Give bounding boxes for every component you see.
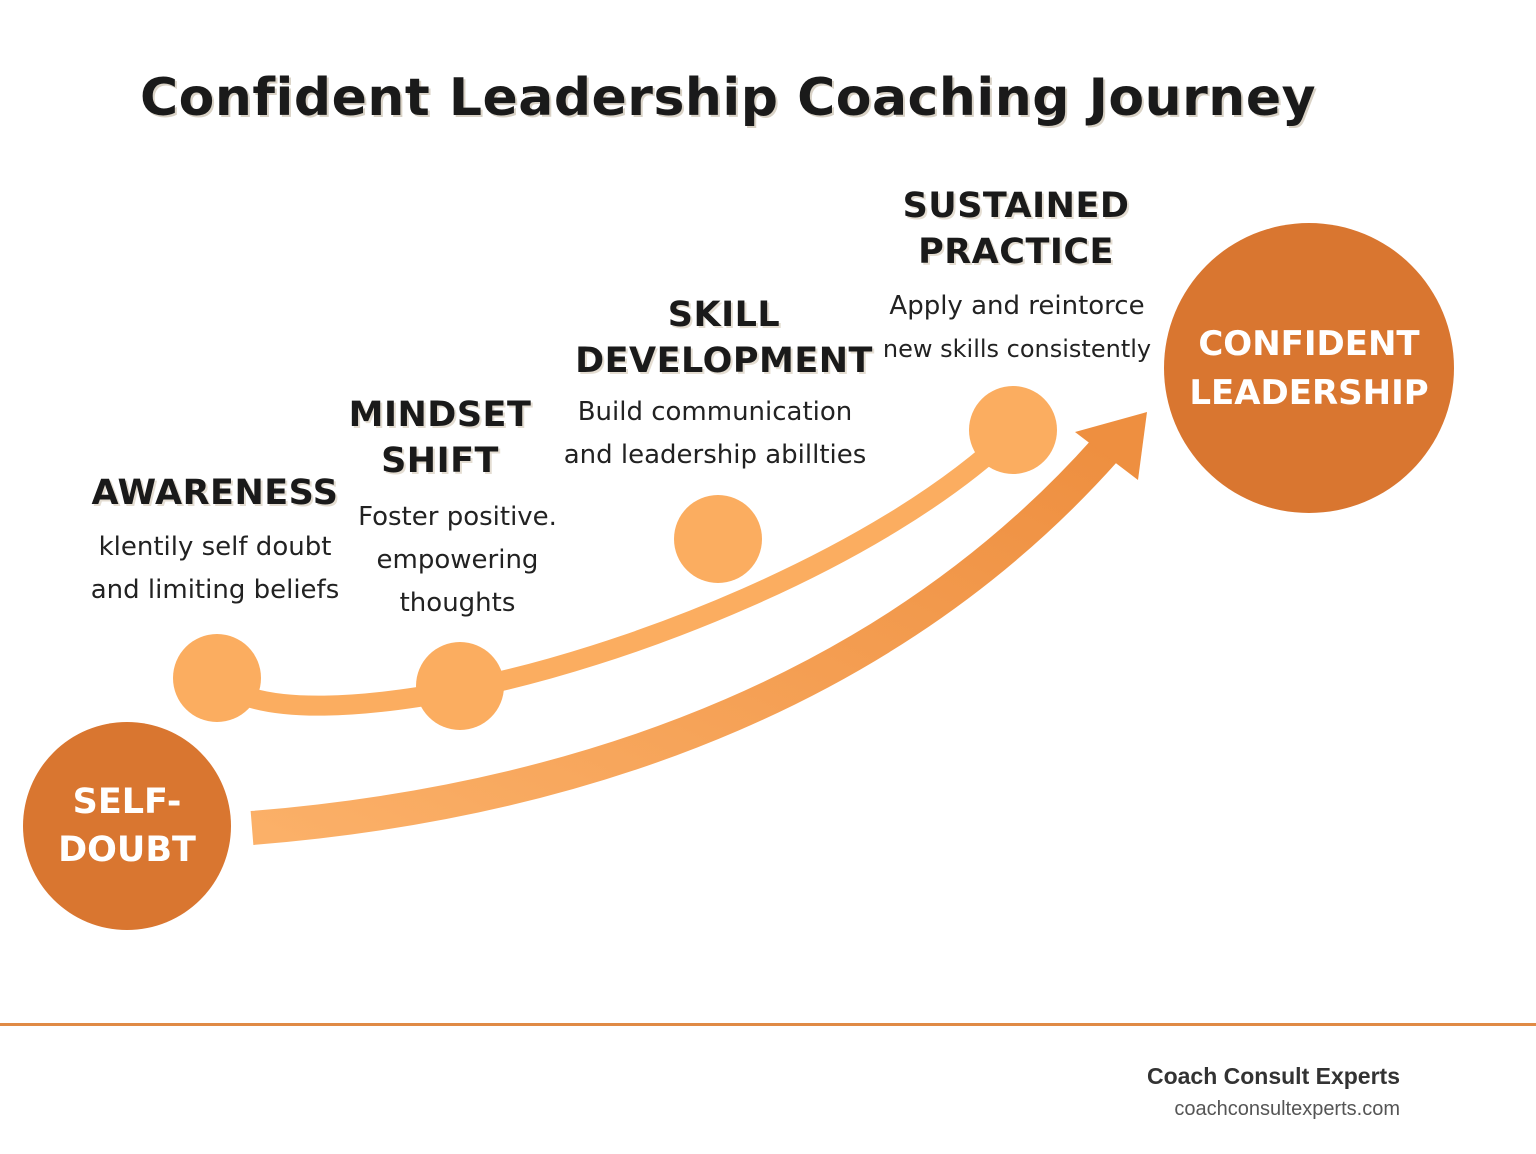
awareness-desc-line2: and limiting beliefs [90,575,340,605]
skill-development-title-line1: SKILL [667,295,781,335]
sustained-practice-title-line1: SUSTAINED [902,186,1130,226]
sustained-practice-node [969,386,1057,474]
confident-leadership-line2: LEADERSHIP [1189,373,1429,413]
sustained-practice-desc: Apply and reintorce new skills consisten… [866,285,1168,371]
sustained-practice-title-line2: PRACTICE [918,232,1114,272]
confident-leadership-text: CONFIDENT LEADERSHIP [1169,320,1449,418]
self-doubt-line2: DOUBT [58,830,196,870]
skill-development-node [674,495,762,583]
mindset-shift-desc-line3: thoughts [399,588,516,618]
main-arrow-head [1075,412,1147,480]
sustained-practice-desc-line2: new skills consistently [882,335,1152,363]
sustained-practice-desc-line1: Apply and reintorce [889,291,1145,321]
confident-leadership-line1: CONFIDENT [1198,324,1420,364]
skill-development-title-line2: DEVELOPMENT [575,341,873,381]
main-arrow-body [250,438,1118,845]
mindset-shift-title-line2: SHIFT [381,441,499,481]
awareness-label: AWARENESS klentily self doubt and limiti… [70,470,360,612]
awareness-node [173,634,261,722]
skill-development-label: SKILL DEVELOPMENT [565,292,883,384]
mindset-shift-desc-line1: Foster positive. [358,502,557,532]
self-doubt-text: SELF- DOUBT [37,778,217,874]
awareness-title: AWARENESS [91,473,339,513]
mindset-shift-desc-line2: empowering [376,545,539,575]
footer-brand: Coach Consult Experts [1146,1063,1400,1089]
mindset-shift-desc: Foster positive. empowering thoughts [345,496,570,625]
self-doubt-line1: SELF- [72,782,182,822]
mindset-shift-label: MINDSET SHIFT [340,392,540,484]
skill-development-desc: Build communication and leadership abill… [550,391,880,477]
diagram-title: Confident Leadership Coaching Journey [140,68,1316,128]
self-doubt-node [23,722,231,930]
confident-leadership-node [1164,223,1454,513]
mindset-shift-node [416,642,504,730]
mindset-shift-title-line1: MINDSET [348,395,532,435]
skill-development-desc-line2: and leadership abillties [563,440,867,470]
sustained-practice-label: SUSTAINED PRACTICE [880,183,1152,275]
awareness-desc-line1: klentily self doubt [98,532,332,562]
footer-divider [0,1023,1536,1026]
skill-development-desc-line1: Build communication [577,397,853,427]
stage-connector-path [207,422,1023,716]
footer-website: coachconsultexperts.com [1174,1098,1400,1120]
